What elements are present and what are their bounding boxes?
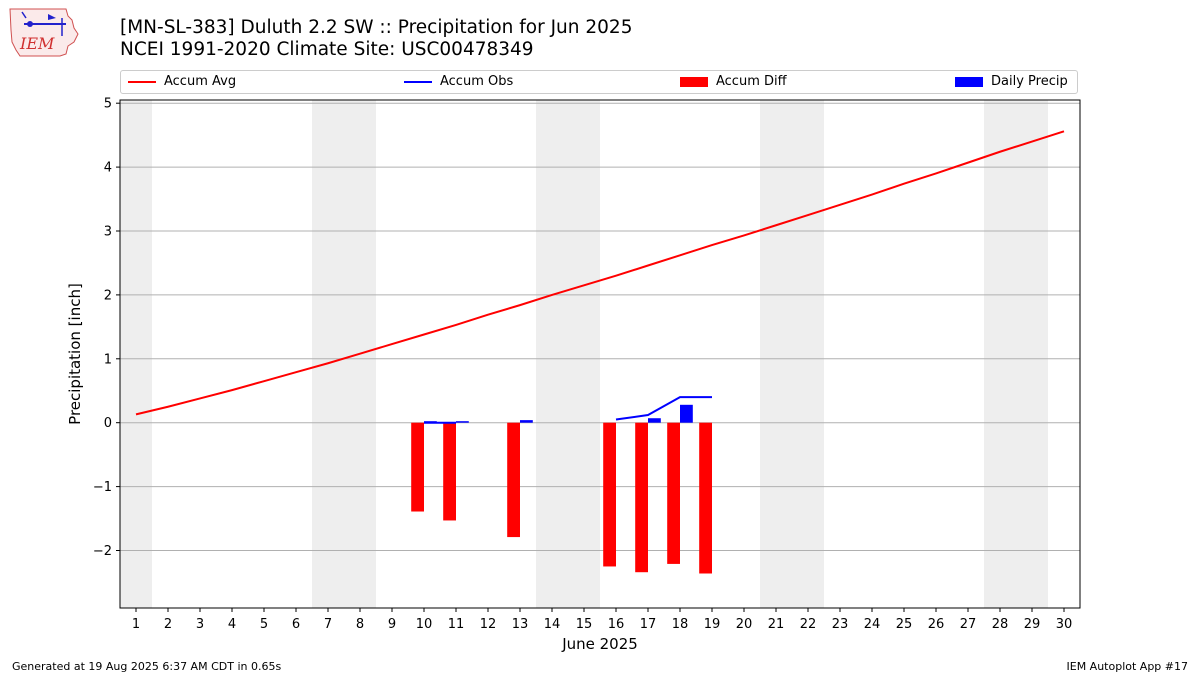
x-tick-label: 20 (736, 617, 753, 632)
weekend-band-day-1 (120, 100, 152, 608)
logo-text: IEM (19, 34, 55, 53)
x-tick-label: 5 (260, 617, 268, 632)
x-tick-label: 25 (896, 617, 913, 632)
y-tick-label: 3 (104, 224, 112, 239)
legend-swatch-daily-precip (955, 77, 983, 87)
footer-app: IEM Autoplot App #17 (1066, 660, 1189, 673)
y-tick-label: 1 (104, 352, 112, 367)
x-tick-label: 8 (356, 617, 364, 632)
accum-diff-bar-day-11 (443, 422, 456, 521)
x-tick-label: 12 (480, 617, 497, 632)
daily-precip-bar-day-17 (648, 418, 661, 423)
x-tick-label: 6 (292, 617, 300, 632)
weekend-band-day-7 (312, 100, 344, 608)
x-tick-label: 29 (1024, 617, 1041, 632)
y-tick-label: −2 (93, 544, 112, 559)
x-tick-label: 26 (928, 617, 945, 632)
y-tick-label: 5 (104, 97, 112, 112)
weekend-band-day-22 (792, 100, 824, 608)
x-tick-label: 9 (388, 617, 396, 632)
x-tick-label: 13 (512, 617, 529, 632)
x-tick-label: 17 (640, 617, 657, 632)
weekend-band-day-29 (1016, 100, 1048, 608)
x-tick-label: 23 (832, 617, 849, 632)
x-tick-label: 1 (132, 617, 140, 632)
y-tick-label: −1 (93, 480, 112, 495)
chart-subtitle: NCEI 1991-2020 Climate Site: USC00478349 (120, 39, 534, 60)
x-tick-label: 15 (576, 617, 593, 632)
x-tick-label: 11 (448, 617, 465, 632)
y-tick-label: 2 (104, 288, 112, 303)
x-tick-label: 18 (672, 617, 689, 632)
x-tick-label: 21 (768, 617, 785, 632)
legend-label-accum-avg: Accum Avg (164, 74, 237, 89)
weekend-band-day-21 (760, 100, 792, 608)
x-tick-label: 27 (960, 617, 977, 632)
legend: Accum Avg Accum Obs Accum Diff Daily Pre… (120, 70, 1078, 94)
y-axis-label: Precipitation [inch] (66, 283, 84, 425)
chart-title: [MN-SL-383] Duluth 2.2 SW :: Precipitati… (120, 17, 633, 38)
x-tick-label: 14 (544, 617, 561, 632)
legend-rect-accum-diff (680, 77, 708, 87)
legend-label-accum-diff: Accum Diff (716, 74, 787, 89)
y-tick-label: 0 (104, 416, 112, 431)
legend-swatch-accum-diff (680, 77, 708, 87)
x-tick-label: 30 (1056, 617, 1073, 632)
legend-label-accum-obs: Accum Obs (440, 74, 514, 89)
accum-obs-line-segment-2 (615, 396, 712, 421)
x-tick-label: 10 (416, 617, 433, 632)
legend-rect-daily-precip (955, 77, 983, 87)
x-tick-label: 28 (992, 617, 1009, 632)
x-tick-label: 2 (164, 617, 172, 632)
x-tick-label: 16 (608, 617, 625, 632)
x-tick-label: 7 (324, 617, 332, 632)
plot-frame (119, 99, 1081, 609)
iem-logo: IEM (9, 8, 79, 57)
weekend-band-day-28 (984, 100, 1016, 608)
x-tick-label: 22 (800, 617, 817, 632)
accum-diff-bar-day-17 (635, 422, 648, 573)
y-tick-label: 4 (104, 161, 112, 176)
accum-diff-bar-day-16 (603, 422, 616, 567)
daily-precip-bar-day-13 (520, 420, 533, 423)
footer-generated: Generated at 19 Aug 2025 6:37 AM CDT in … (12, 660, 282, 673)
daily-precip-bar-day-11 (456, 421, 469, 423)
legend-swatch-accum-avg (128, 81, 156, 83)
x-axis-label: June 2025 (561, 635, 638, 653)
x-tick-label: 4 (228, 617, 236, 632)
weekend-band-day-15 (568, 100, 600, 608)
accum-diff-bar-day-13 (507, 422, 520, 538)
weekend-band-day-14 (536, 100, 568, 608)
accum-diff-bar-day-10 (411, 422, 424, 512)
legend-swatch-accum-obs (404, 81, 432, 83)
daily-precip-bar-day-18 (680, 404, 693, 423)
accum-diff-bar-day-19 (699, 422, 712, 574)
x-tick-label: 19 (704, 617, 721, 632)
x-tick-label: 3 (196, 617, 204, 632)
x-tick-label: 24 (864, 617, 881, 632)
accum-avg-line (135, 130, 1065, 416)
legend-label-daily-precip: Daily Precip (991, 74, 1068, 89)
accum-diff-bar-day-18 (667, 422, 680, 564)
